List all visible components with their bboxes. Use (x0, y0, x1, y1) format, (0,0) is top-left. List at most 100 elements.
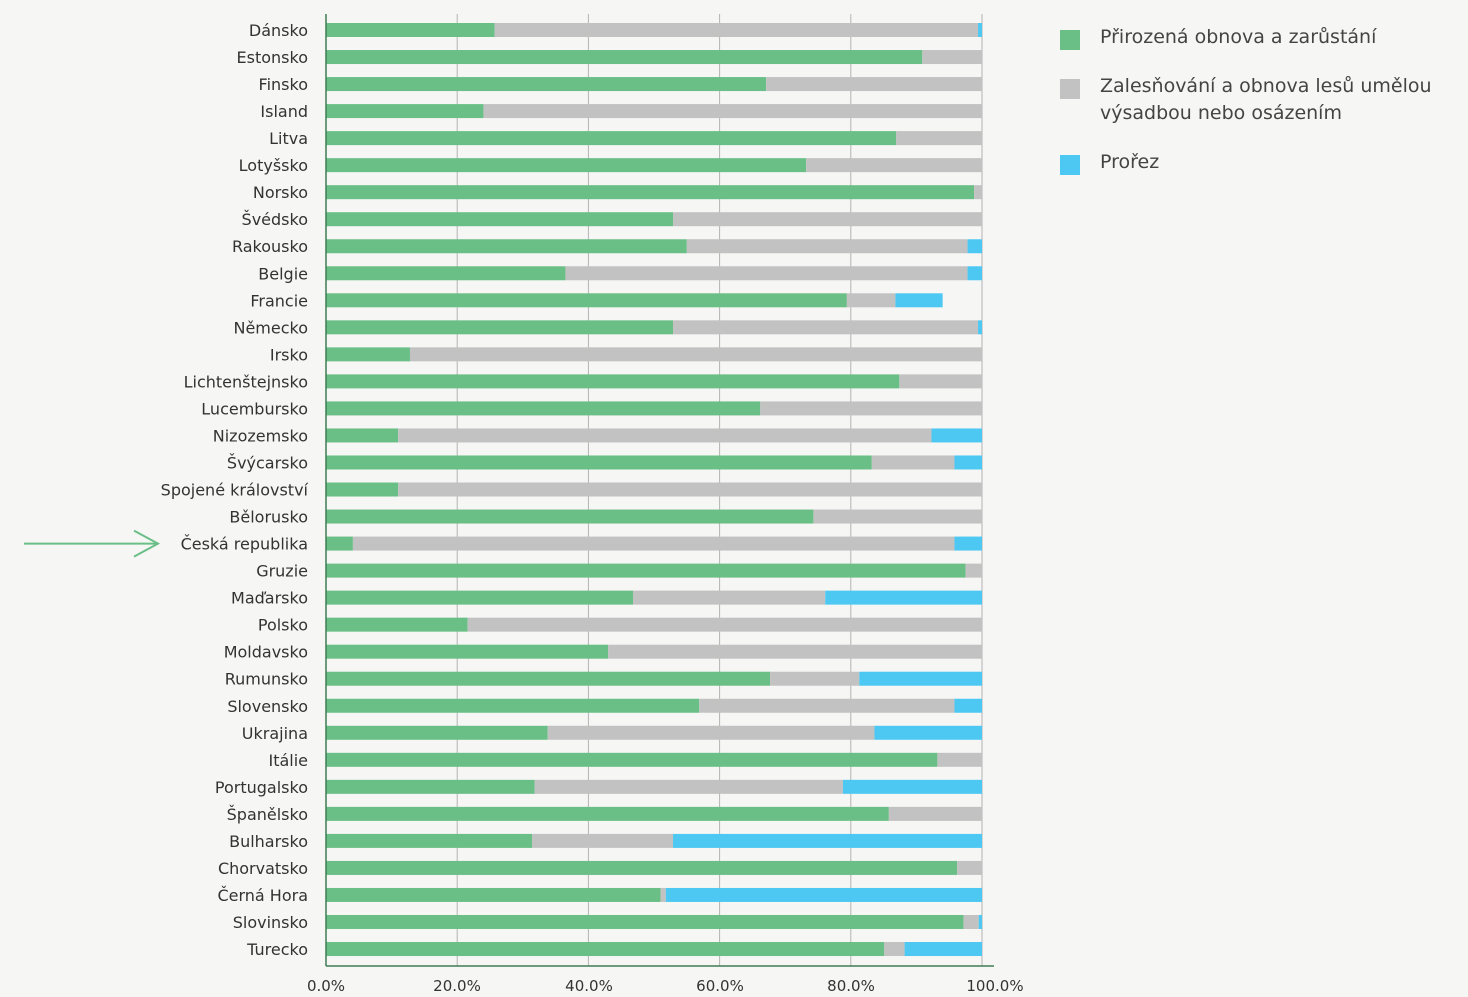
category-label: Moldavsko (224, 643, 308, 662)
category-label: Slovensko (227, 697, 308, 716)
bar-segment-planting (965, 563, 982, 578)
category-label: Gruzie (256, 562, 308, 581)
category-label: Nizozemsko (213, 426, 308, 445)
bar-segment-natural (326, 320, 674, 335)
bar-segment-natural (326, 374, 900, 389)
category-label: Rakousko (232, 237, 308, 256)
bar-segment-planting (673, 320, 979, 335)
bar-segment-natural (326, 860, 958, 875)
bar-segment-natural (326, 536, 353, 551)
category-label: Česká republika (181, 535, 308, 554)
category-label: Turecko (246, 940, 308, 959)
bar-segment-natural (326, 131, 897, 146)
bar-segment-natural (326, 212, 674, 227)
legend-item-coppice: Prořez (1060, 149, 1468, 176)
bar-segment-natural (326, 239, 687, 254)
bar-segment-planting (633, 590, 826, 605)
legend-item-natural: Přirozená obnova a zarůstání (1060, 24, 1468, 51)
category-label: Ukrajina (242, 724, 308, 743)
bar-segment-coppice (825, 590, 982, 605)
bar-segment-planting (957, 860, 982, 875)
bar-segment-planting (660, 887, 666, 902)
bar-segment-natural (326, 725, 548, 740)
bar-segment-natural (326, 914, 964, 929)
bar-segment-planting (483, 104, 982, 119)
category-label: Belgie (258, 264, 308, 283)
bar-segment-natural (326, 428, 399, 443)
category-label: Estonsko (237, 48, 308, 67)
bar-segment-planting (531, 833, 674, 848)
bar-segment-coppice (665, 887, 982, 902)
legend: Přirozená obnova a zarůstání Zalesňování… (1060, 24, 1468, 198)
bar-segment-coppice (874, 725, 982, 740)
bar-segment-planting (699, 698, 955, 713)
legend-label-planting: Zalesňování a obnova lesů umělou výsadbo… (1100, 75, 1432, 124)
category-label: Maďarsko (231, 589, 308, 608)
bar-segment-natural (326, 23, 495, 37)
bar-segment-planting (686, 239, 968, 254)
x-tick-label: 100.0% (966, 977, 1023, 995)
category-label: Dánsko (249, 21, 308, 40)
category-label: Lichtenštejnsko (184, 372, 308, 391)
bar-segment-natural (326, 401, 761, 416)
bar-segment-coppice (842, 779, 982, 794)
category-label: Spojené království (161, 481, 309, 500)
category-label: Lucembursko (201, 399, 308, 418)
bar-segment-planting (922, 50, 982, 65)
category-label: Portugalsko (215, 778, 308, 797)
category-label: Bělorusko (229, 508, 308, 527)
bar-segment-natural (326, 942, 885, 957)
bar-segment-natural (326, 671, 771, 686)
bar-segment-natural (326, 698, 700, 713)
legend-swatch-natural (1060, 30, 1080, 50)
bar-segment-natural (326, 806, 889, 821)
bar-segment-planting (846, 293, 896, 308)
bar-segment-coppice (954, 455, 982, 470)
bar-segment-coppice (895, 293, 943, 308)
category-label: Island (260, 102, 308, 121)
bar-segment-planting (871, 455, 955, 470)
category-labels: Dánsko Estonsko Finsko Island Litva Lotyšsko N… (161, 21, 309, 959)
x-tick-label: 0.0% (307, 977, 345, 995)
bar-segment-planting (565, 266, 968, 281)
x-tick-label: 60.0% (696, 977, 744, 995)
bar-segment-planting (896, 131, 982, 146)
arrow-head (133, 529, 161, 558)
category-label: Bulharsko (229, 832, 308, 851)
bar-segment-coppice (978, 23, 982, 37)
category-label: Francie (250, 291, 308, 310)
bar-segment-coppice (978, 914, 982, 929)
bar-segment-planting (963, 914, 979, 929)
bar-segment-natural (326, 779, 535, 794)
bar-segment-natural (326, 617, 468, 632)
bar-segment-natural (326, 482, 399, 497)
x-tick-label: 80.0% (827, 977, 875, 995)
bar-segment-coppice (673, 833, 982, 848)
bar-segment-planting (608, 644, 982, 659)
bar-segment-planting (888, 806, 982, 821)
x-tick-label: 40.0% (565, 977, 613, 995)
bar-segment-coppice (859, 671, 982, 686)
bar-segment-planting (494, 23, 979, 37)
category-label: Irsko (270, 345, 308, 364)
bar-segment-coppice (967, 266, 982, 281)
bar-segment-planting (899, 374, 982, 389)
bar-segment-planting (760, 401, 982, 416)
category-label: Rumunsko (225, 670, 308, 689)
bar-segment-coppice (967, 239, 982, 254)
bar-segment-natural (326, 752, 938, 767)
category-label: Slovinsko (233, 913, 308, 932)
bar-segment-planting (467, 617, 982, 632)
bar-segment-natural (326, 158, 807, 173)
bar-segment-coppice (954, 536, 982, 551)
bar-segment-natural (326, 104, 484, 119)
bar-segment-natural (326, 77, 767, 92)
category-label: Norsko (253, 183, 308, 202)
category-label: Černá Hora (217, 886, 308, 905)
bar-segment-natural (326, 887, 661, 902)
bars (326, 23, 982, 957)
bar-segment-planting (409, 347, 982, 362)
legend-swatch-coppice (1060, 155, 1080, 175)
bar-segment-planting (398, 482, 982, 497)
